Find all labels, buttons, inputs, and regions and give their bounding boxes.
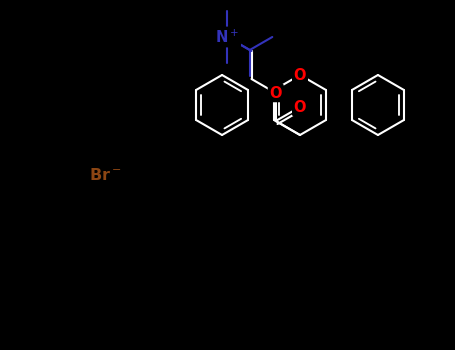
Text: O: O (294, 68, 306, 83)
Text: N$^+$: N$^+$ (215, 28, 239, 46)
Text: O: O (294, 99, 306, 114)
Text: Br$^-$: Br$^-$ (89, 167, 121, 183)
Text: O: O (269, 85, 282, 100)
